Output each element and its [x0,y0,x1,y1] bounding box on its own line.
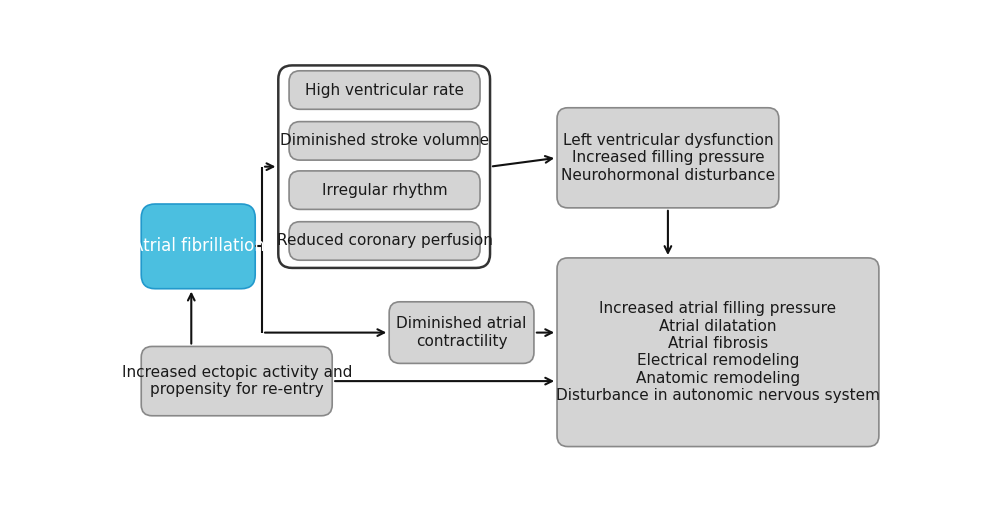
FancyBboxPatch shape [289,122,481,160]
Text: High ventricular rate: High ventricular rate [305,83,465,97]
Text: Left ventricular dysfunction
Increased filling pressure
Neurohormonal disturbanc: Left ventricular dysfunction Increased f… [560,133,775,183]
Text: Irregular rhythm: Irregular rhythm [322,183,448,198]
FancyBboxPatch shape [557,108,779,208]
Text: Diminished atrial
contractility: Diminished atrial contractility [397,317,526,349]
Text: Increased atrial filling pressure
Atrial dilatation
Atrial fibrosis
Electrical r: Increased atrial filling pressure Atrial… [556,301,880,403]
FancyBboxPatch shape [141,346,333,416]
Text: Increased ectopic activity and
propensity for re-entry: Increased ectopic activity and propensit… [122,365,352,397]
FancyBboxPatch shape [289,71,481,109]
Text: Atrial fibrillation: Atrial fibrillation [132,238,265,255]
Text: Diminished stroke volumne: Diminished stroke volumne [280,133,490,148]
Text: Reduced coronary perfusion: Reduced coronary perfusion [277,233,493,248]
FancyBboxPatch shape [289,171,481,209]
FancyBboxPatch shape [289,222,481,260]
FancyBboxPatch shape [557,258,879,446]
FancyBboxPatch shape [390,302,533,363]
FancyBboxPatch shape [141,204,255,289]
